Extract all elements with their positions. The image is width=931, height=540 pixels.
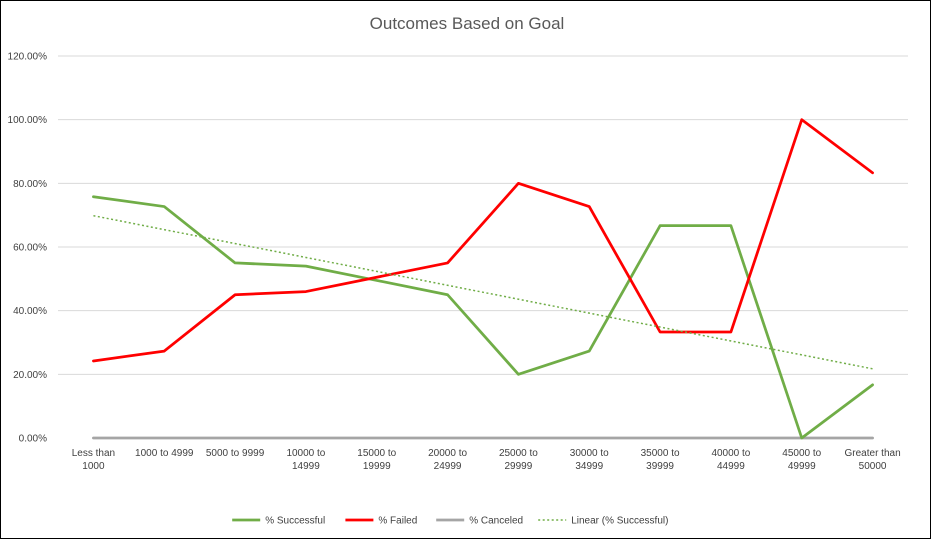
x-tick-label: 45000 to 49999 <box>782 448 821 472</box>
x-tick-label: 30000 to 34999 <box>570 448 609 472</box>
legend-item: % Successful <box>232 516 325 527</box>
chart-title: Outcomes Based on Goal <box>370 14 565 33</box>
x-tick-label: 10000 to 14999 <box>286 448 325 472</box>
legend-item: % Failed <box>345 516 417 527</box>
y-tick-label: 20.00% <box>13 370 47 381</box>
y-tick-label: 40.00% <box>13 306 47 317</box>
legend-label: % Failed <box>378 516 417 527</box>
gridlines <box>58 55 908 375</box>
x-tick-label: 15000 to 19999 <box>357 448 396 472</box>
y-tick-label: 60.00% <box>13 243 47 254</box>
trendline-linear-successful <box>93 214 873 370</box>
y-tick-label: 0.00% <box>19 434 47 445</box>
legend-label: Linear (% Successful) <box>571 516 668 527</box>
x-tick-label: 25000 to 29999 <box>499 448 538 472</box>
legend: % Successful % Failed % Canceled Linear (% … <box>232 516 668 527</box>
x-tick-label: 35000 to 39999 <box>641 448 680 472</box>
series-lines <box>92 118 874 440</box>
y-tick-label: 120.00% <box>8 52 48 63</box>
x-tick-label: Less than 1000 <box>72 448 115 472</box>
y-tick-label: 100.00% <box>8 115 48 126</box>
x-tick-label: 5000 to 9999 <box>206 448 265 459</box>
x-tick-label: 1000 to 4999 <box>135 448 194 459</box>
series-line-failed <box>92 118 874 363</box>
x-axis-ticks: Less than 1000 1000 to 4999 5000 to 9999 100… <box>72 448 901 472</box>
legend-item: % Canceled <box>436 516 523 527</box>
x-tick-label: Greater than 50000 <box>845 448 901 472</box>
y-axis-ticks: 0.00% 20.00% 40.00% 60.00% 80.00% 100.00% 120.… <box>8 52 48 445</box>
series-line-successful <box>92 195 874 440</box>
y-tick-label: 80.00% <box>13 179 47 190</box>
x-tick-label: 20000 to 24999 <box>428 448 467 472</box>
legend-label: % Successful <box>265 516 325 527</box>
legend-label: % Canceled <box>469 516 523 527</box>
x-tick-label: 40000 to 44999 <box>711 448 750 472</box>
legend-item: Linear (% Successful) <box>538 516 668 527</box>
